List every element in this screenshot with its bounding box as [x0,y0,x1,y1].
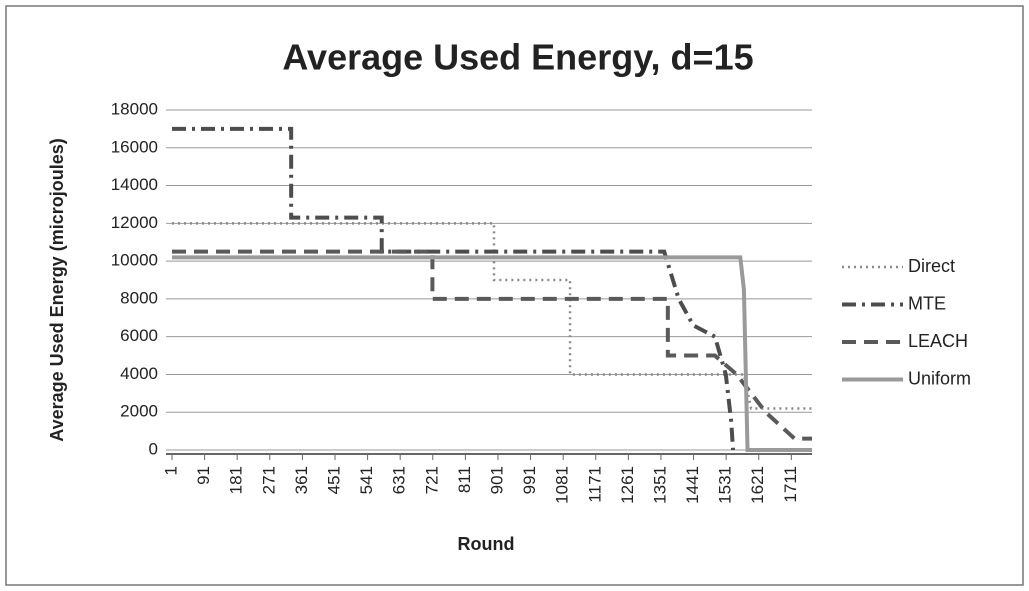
y-tick-label: 2000 [120,402,158,421]
y-tick-label: 18000 [111,99,158,118]
x-tick-label: 631 [390,466,409,494]
chart-title: Average Used Energy, d=15 [282,37,753,78]
y-tick-label: 0 [149,439,158,458]
x-tick-label: 1711 [781,466,800,503]
x-tick-label: 541 [357,466,376,494]
series-line [172,126,736,451]
series-line [172,222,812,410]
series-line [172,255,812,452]
x-tick-label: 271 [259,466,278,494]
x-tick-label: 1621 [748,466,767,504]
legend-label: Direct [908,256,955,276]
x-tick-label: 1261 [618,466,637,504]
x-tick-label: 1 [161,466,180,475]
chart-frame [5,5,1024,586]
legend-label: MTE [908,293,946,313]
x-tick-label: 1441 [683,466,702,504]
legend-label: LEACH [908,331,968,351]
y-tick-label: 14000 [111,175,158,194]
legend-label: Uniform [908,368,971,388]
y-tick-label: 12000 [111,213,158,232]
x-tick-label: 901 [487,466,506,494]
x-tick-label: 181 [227,466,246,494]
x-tick-label: 91 [194,466,213,485]
x-tick-label: 451 [324,466,343,494]
x-tick-label: 991 [520,466,539,494]
x-tick-label: 361 [292,466,311,494]
x-tick-label: 721 [422,466,441,494]
x-tick-label: 1531 [716,466,735,504]
y-axis-label: Average Used Energy (microjoules) [47,138,67,441]
y-tick-label: 4000 [120,364,158,383]
series-line [172,249,812,441]
y-tick-label: 10000 [111,251,158,270]
x-tick-label: 1351 [650,466,669,504]
x-tick-label: 811 [455,466,474,493]
x-tick-label: 1171 [585,466,604,503]
x-tick-label: 1081 [553,466,572,504]
x-axis-label: Round [458,534,515,554]
y-tick-label: 16000 [111,137,158,156]
y-tick-label: 8000 [120,288,158,307]
y-tick-label: 6000 [120,326,158,345]
